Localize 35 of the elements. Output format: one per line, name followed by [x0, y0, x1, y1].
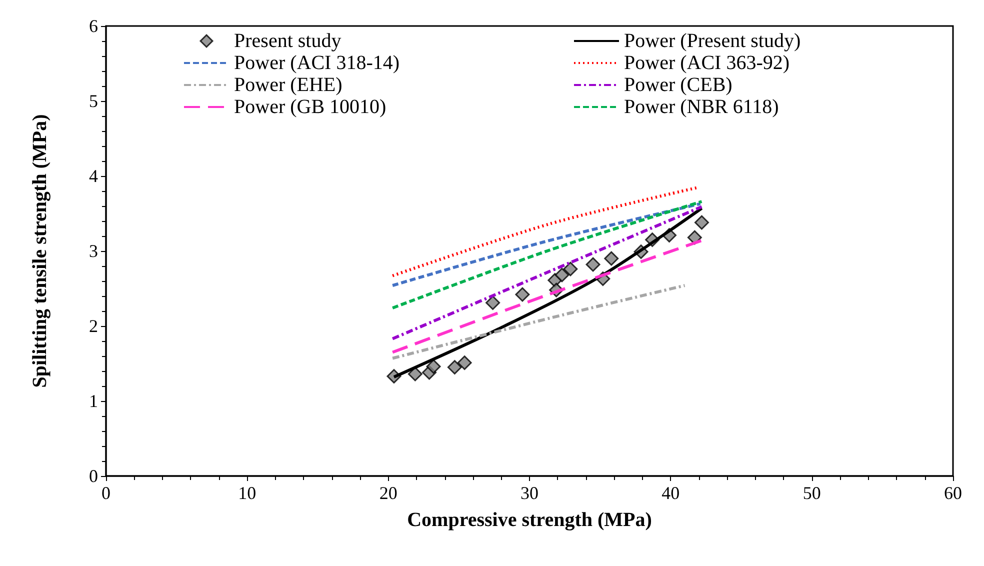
- legend-label: Power (Present study): [624, 30, 801, 52]
- x-tick-label: 40: [662, 483, 680, 503]
- x-tick-label: 50: [802, 483, 821, 503]
- point: [604, 251, 619, 266]
- legend-label: Power (NBR 6118): [624, 96, 779, 118]
- y-tick-label: 6: [89, 16, 98, 36]
- point: [554, 268, 570, 282]
- point: [563, 262, 578, 276]
- point: [586, 257, 600, 272]
- y-tick-label: 2: [89, 316, 98, 336]
- point: [694, 215, 709, 230]
- point: [447, 360, 462, 374]
- y-tick-label: 4: [89, 166, 98, 186]
- legend-label: Power (GB 10010): [234, 96, 386, 118]
- legend-label: Present study: [234, 30, 342, 52]
- y-axis-title: Spilitting tensile strength (MPa): [29, 114, 51, 388]
- legend-label: Power (EHE): [234, 74, 342, 96]
- x-tick-label: 0: [102, 483, 110, 503]
- legend-label: Power (CEB): [624, 74, 732, 96]
- x-tick-label: 30: [520, 483, 538, 503]
- legend-label: Power (ACI 363-92): [624, 52, 790, 74]
- x-tick-label: 60: [944, 483, 962, 503]
- legend-label: Power (ACI 318-14): [234, 52, 400, 74]
- y-tick-label: 3: [89, 241, 98, 261]
- point: [426, 359, 441, 374]
- x-tick-label: 10: [238, 483, 256, 503]
- point: [408, 366, 422, 382]
- y-tick-label: 1: [89, 391, 98, 411]
- x-tick-label: 20: [379, 483, 398, 503]
- x-axis-title: Compressive strength (MPa): [407, 509, 652, 531]
- y-tick-label: 5: [89, 91, 98, 111]
- point: [486, 296, 500, 310]
- point: [457, 356, 472, 370]
- y-tick-label: 0: [89, 466, 98, 486]
- point: [515, 287, 530, 302]
